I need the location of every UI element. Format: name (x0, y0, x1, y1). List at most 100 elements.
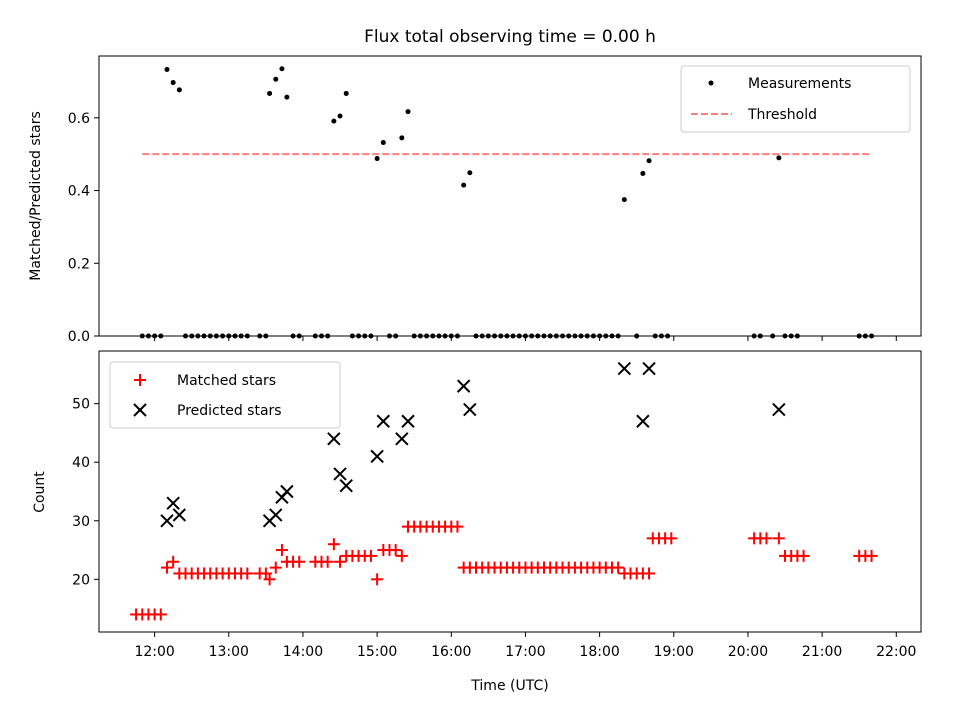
measurement-point (479, 333, 485, 339)
matched-point (241, 567, 254, 580)
xtick-label: 13:00 (209, 644, 249, 660)
predicted-point (327, 432, 341, 446)
measurement-point (145, 333, 151, 339)
matched-point (160, 561, 173, 574)
measurement-point (386, 333, 392, 339)
matched-point (327, 538, 340, 551)
measurement-point (794, 333, 800, 339)
matched-point (269, 561, 282, 574)
measurement-point (343, 90, 349, 96)
predicted-point (280, 484, 294, 499)
count-xlabel: Time (UTC) (470, 678, 548, 694)
measurement-point (757, 333, 763, 339)
measurement-point (393, 333, 399, 339)
measurement-point (584, 333, 590, 339)
count-predicted-points (160, 361, 786, 528)
measurement-point (751, 333, 757, 339)
measurement-point (485, 333, 491, 339)
xtick-label: 21:00 (802, 644, 842, 660)
xtick-label: 17:00 (505, 644, 545, 660)
measurement-point (566, 333, 572, 339)
matched-point (293, 555, 306, 568)
measurement-point (770, 333, 776, 339)
measurement-point (436, 333, 442, 339)
predicted-point (376, 414, 391, 428)
predicted-point (172, 508, 187, 522)
measurement-point (590, 333, 596, 339)
matched-point (334, 555, 347, 568)
predicted-point (401, 414, 415, 428)
measurement-point (411, 333, 417, 339)
legend-matched-label: Matched stars (177, 373, 276, 389)
measurement-point (267, 90, 273, 96)
measurement-point (318, 333, 324, 339)
legend-measurements-marker (708, 80, 714, 86)
measurement-point (368, 333, 374, 339)
xtick-label: 18:00 (579, 644, 619, 660)
ratio-panel: Matched/Predicted stars 0.0 0.2 0.4 0.6 Mea… (28, 55, 922, 345)
measurement-point (467, 170, 473, 176)
predicted-point (636, 414, 650, 428)
measurement-point (170, 80, 176, 86)
ratio-legend: Measurements Threshold (680, 65, 911, 133)
measurement-point (529, 333, 535, 339)
xtick-label: 16:00 (431, 644, 471, 660)
count-panel: Count Time (UTC) 20 30 40 50 12:00 13:00 14:0… (32, 350, 922, 694)
measurement-point (862, 333, 868, 339)
matched-point (275, 544, 288, 557)
measurement-point (139, 333, 145, 339)
ytick-label: 0.0 (68, 329, 90, 345)
measurement-point (164, 66, 170, 72)
ratio-xticks (154, 336, 897, 341)
matched-point (760, 532, 773, 545)
predicted-point (370, 449, 384, 464)
measurement-point (362, 333, 368, 339)
measurement-point (516, 333, 522, 339)
predicted-point (160, 514, 174, 528)
predicted-point (269, 508, 283, 522)
measurement-point (195, 333, 201, 339)
measurement-point (776, 155, 782, 161)
count-xticks: 12:00 13:00 14:00 15:00 16:00 17:00 18:00 19:00… (134, 632, 916, 660)
ytick-label: 0.2 (68, 256, 90, 272)
ratio-legend-box (680, 65, 911, 133)
measurement-point (232, 333, 238, 339)
matched-point (451, 520, 464, 533)
measurement-point (183, 333, 189, 339)
measurement-point (634, 333, 640, 339)
measurement-point (665, 333, 671, 339)
measurement-point (504, 333, 510, 339)
ratio-measurement-points (139, 66, 875, 339)
measurement-point (417, 333, 423, 339)
matched-point (395, 549, 408, 562)
measurement-point (510, 333, 516, 339)
measurement-point (296, 333, 302, 339)
measurement-point (782, 333, 788, 339)
predicted-point (642, 361, 656, 376)
predicted-point (772, 402, 786, 417)
predicted-point (395, 432, 409, 446)
measurement-point (176, 87, 182, 93)
measurement-point (547, 333, 553, 339)
measurement-point (856, 333, 862, 339)
predicted-point (339, 478, 353, 493)
measurement-point (535, 333, 541, 339)
measurement-point (454, 333, 460, 339)
measurement-point (238, 333, 244, 339)
measurement-point (560, 333, 566, 339)
measurement-point (263, 333, 269, 339)
measurement-point (492, 333, 498, 339)
ytick-label: 50 (72, 397, 90, 413)
measurement-point (380, 140, 386, 146)
measurement-point (189, 333, 195, 339)
measurement-point (498, 333, 504, 339)
ytick-label: 30 (72, 514, 90, 530)
matched-point (263, 573, 276, 586)
xtick-label: 19:00 (654, 644, 694, 660)
measurement-point (603, 333, 609, 339)
measurement-point (331, 118, 337, 124)
measurement-point (405, 109, 411, 115)
xtick-label: 12:00 (134, 644, 174, 660)
measurement-point (430, 333, 436, 339)
measurement-point (578, 333, 584, 339)
